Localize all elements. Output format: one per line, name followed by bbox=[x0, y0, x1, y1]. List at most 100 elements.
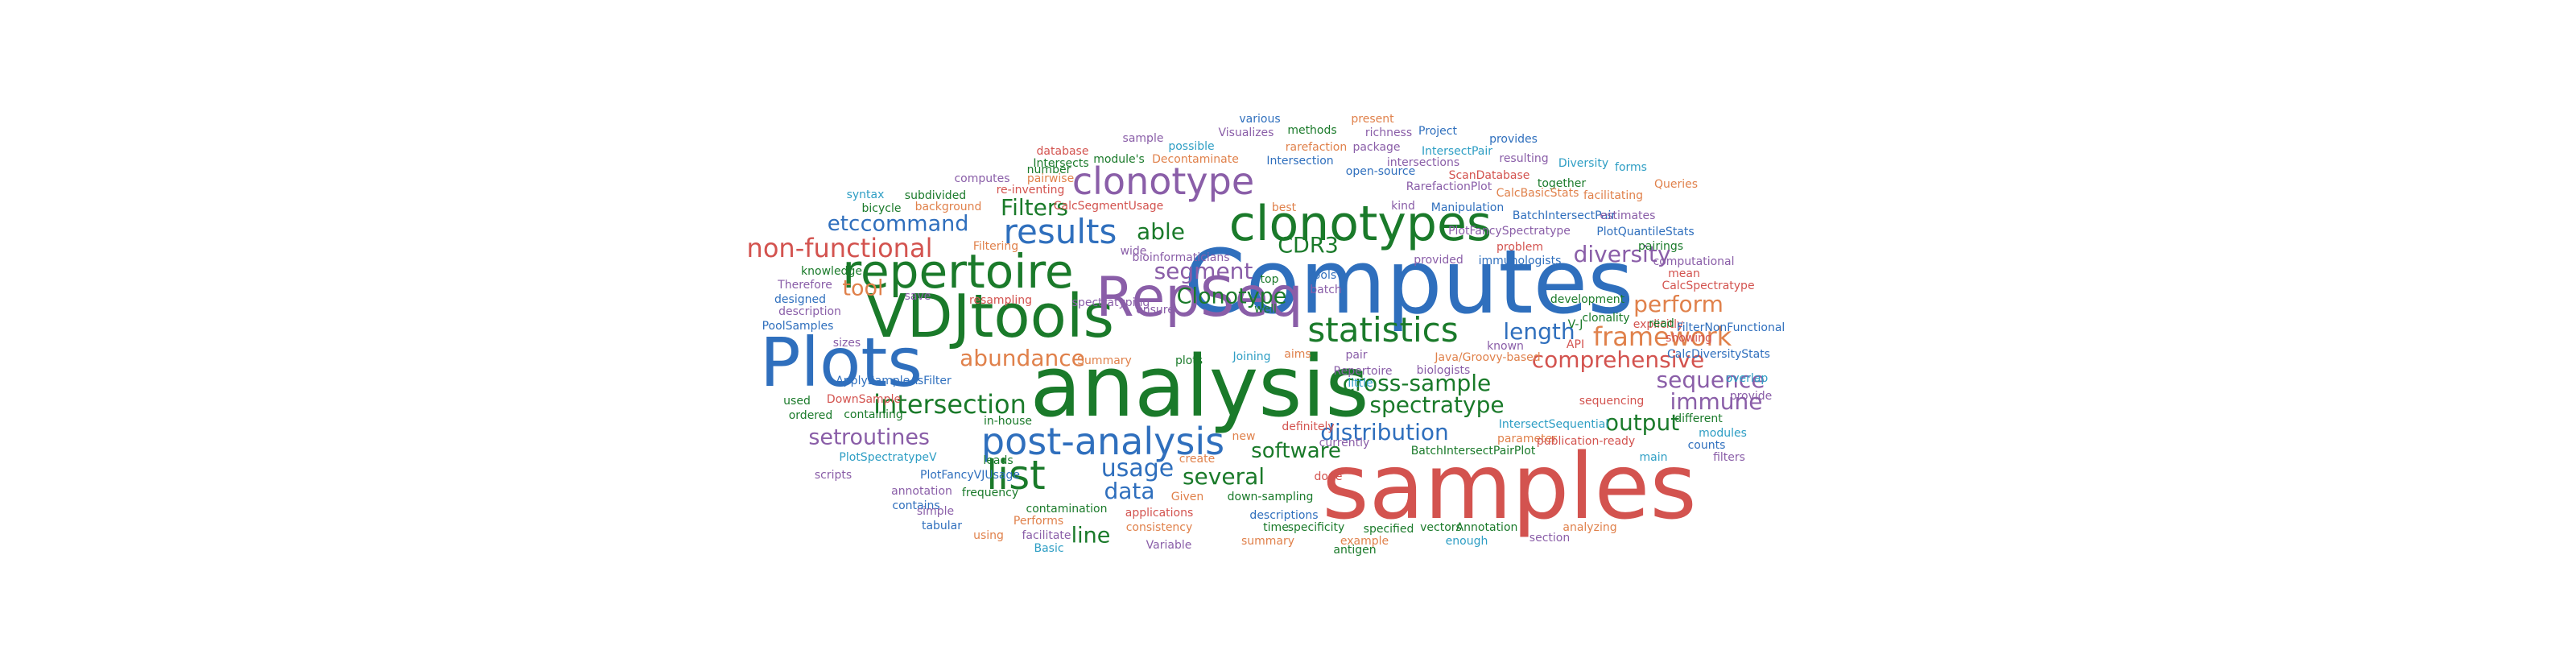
word-package: package bbox=[1352, 141, 1401, 154]
word-vdjtools: VDJtools bbox=[865, 282, 1115, 351]
word-resulting: resulting bbox=[1499, 152, 1549, 165]
word-abundance: abundance bbox=[960, 345, 1085, 371]
word-data: data bbox=[1104, 478, 1155, 504]
word-spectratyping: spectratyping bbox=[1071, 296, 1150, 309]
word-length: length bbox=[1503, 318, 1575, 345]
word-queries: Queries bbox=[1653, 178, 1699, 191]
word-project: Project bbox=[1418, 125, 1457, 138]
word-intersectpair: IntersectPair bbox=[1422, 145, 1492, 158]
word-analysis: analysis bbox=[1030, 338, 1369, 436]
word-vectors: vectors bbox=[1420, 521, 1462, 534]
word-ordered: ordered bbox=[788, 409, 833, 422]
word-post-analysis: post-analysis bbox=[980, 420, 1225, 463]
word-provide: provide bbox=[1729, 390, 1773, 403]
word-intersection: Intersection bbox=[1266, 155, 1334, 168]
word-plotspectratypev: PlotSpectratypeV bbox=[839, 451, 937, 464]
word-containing: containing bbox=[844, 408, 903, 421]
word-software: software bbox=[1251, 439, 1341, 463]
word-create: create bbox=[1179, 453, 1216, 466]
word-possible: possible bbox=[1168, 140, 1215, 153]
word-forms: forms bbox=[1615, 161, 1647, 174]
word-several: several bbox=[1182, 463, 1265, 490]
word-database: database bbox=[1036, 145, 1089, 158]
word-intersectsequential: IntersectSequential bbox=[1498, 418, 1609, 431]
word-contains: contains bbox=[892, 499, 940, 512]
word-basic: Basic bbox=[1034, 542, 1064, 555]
word-clonality: clonality bbox=[1582, 312, 1630, 325]
word-diversity: Diversity bbox=[1558, 157, 1609, 170]
word-command: command bbox=[860, 211, 969, 237]
word-usage: usage bbox=[1100, 454, 1174, 483]
word-antigen: antigen bbox=[1333, 544, 1377, 557]
word-perform: perform bbox=[1633, 291, 1724, 317]
word-v-j: V-J bbox=[1567, 318, 1583, 331]
word-applysampleasfilter: ApplySampleAsFilter bbox=[836, 375, 952, 387]
word-read: read bbox=[1649, 317, 1674, 330]
word-specified: specified bbox=[1363, 523, 1414, 536]
word-leads: leads bbox=[983, 454, 1013, 467]
word-poolsamples: PoolSamples bbox=[762, 320, 834, 333]
word-re-inventing: re-inventing bbox=[996, 184, 1065, 197]
word-frequency: frequency bbox=[961, 487, 1019, 499]
word-specificity: specificity bbox=[1287, 521, 1345, 534]
word-example: example bbox=[1340, 535, 1389, 548]
word-little: little bbox=[1348, 377, 1373, 390]
word-best: best bbox=[1271, 201, 1297, 214]
word-plotquantilestats: PlotQuantileStats bbox=[1596, 226, 1695, 238]
word-plots: plots bbox=[1174, 354, 1203, 367]
word-therefore: Therefore bbox=[778, 279, 832, 292]
word-computes: Computes bbox=[1183, 230, 1634, 333]
word-calcdiversitystats: CalcDiversityStats bbox=[1667, 348, 1770, 361]
word-overlap: overlap bbox=[1725, 372, 1769, 385]
word-different: different bbox=[1674, 412, 1723, 425]
word-batchintersectpairplot: BatchIntersectPairPlot bbox=[1410, 445, 1536, 458]
word-calcspectratype: CalcSpectratype bbox=[1662, 280, 1755, 292]
word-pairings: pairings bbox=[1637, 240, 1684, 253]
word-facilitate: facilitate bbox=[1022, 529, 1071, 542]
word-results: results bbox=[1003, 212, 1117, 251]
word-syntax: syntax bbox=[846, 188, 885, 201]
word-plotfancyspectratype: PlotFancySpectratype bbox=[1448, 225, 1571, 238]
word-plots: Plots bbox=[759, 323, 923, 402]
word-visualizes: Visualizes bbox=[1218, 126, 1274, 139]
word-rarefactionplot: RarefactionPlot bbox=[1406, 180, 1492, 193]
word-repertoire: repertoire bbox=[842, 244, 1074, 299]
word-api: API bbox=[1566, 338, 1585, 351]
word-kind: kind bbox=[1391, 200, 1415, 213]
word-filternonfunctional: FilterNonFunctional bbox=[1676, 321, 1785, 334]
word-clonotypes: clonotypes bbox=[1228, 196, 1492, 252]
word-clonotype: Clonotype bbox=[1176, 284, 1287, 309]
word-calcbasicstats: CalcBasicStats bbox=[1496, 187, 1579, 200]
word-resampling: resampling bbox=[969, 294, 1032, 307]
word-consistency: consistency bbox=[1125, 521, 1193, 534]
word-background: background bbox=[914, 201, 982, 213]
word-using: using bbox=[973, 529, 1004, 542]
word-framework: framework bbox=[1592, 321, 1732, 352]
word-bioinformaticians: bioinformaticians bbox=[1132, 251, 1230, 264]
word-mean: mean bbox=[1668, 267, 1700, 280]
word-tool: tool bbox=[842, 275, 884, 301]
word-sequencing: sequencing bbox=[1579, 395, 1645, 408]
word-summary: summary bbox=[1241, 535, 1295, 548]
word-together: together bbox=[1537, 177, 1587, 190]
word-sizes: sizes bbox=[832, 337, 861, 350]
word-main: main bbox=[1639, 451, 1668, 464]
word-save: save bbox=[904, 290, 931, 303]
word-present: present bbox=[1351, 113, 1394, 126]
word-currently: currently bbox=[1319, 437, 1370, 449]
word-bicycle: bicycle bbox=[861, 202, 902, 215]
word-immune: immune bbox=[1670, 388, 1763, 415]
word-summary: Summary bbox=[1077, 354, 1132, 367]
word-down-sampling: down-sampling bbox=[1227, 491, 1314, 503]
word-plotfancyvjusage: PlotFancyVJUsage bbox=[920, 469, 1020, 482]
word-distribution: distribution bbox=[1320, 419, 1449, 445]
word-pools: Pools bbox=[1307, 269, 1337, 282]
word-number: number bbox=[1026, 164, 1071, 176]
word-calcsegmentusage: CalcSegmentUsage bbox=[1053, 200, 1164, 213]
word-problem: problem bbox=[1496, 241, 1543, 254]
word-intersects: Intersects bbox=[1033, 157, 1089, 170]
word-set: set bbox=[808, 425, 842, 450]
word-time: time bbox=[1263, 521, 1289, 534]
word-analyzing: analyzing bbox=[1563, 521, 1617, 534]
word-showing: showing bbox=[1666, 332, 1712, 345]
